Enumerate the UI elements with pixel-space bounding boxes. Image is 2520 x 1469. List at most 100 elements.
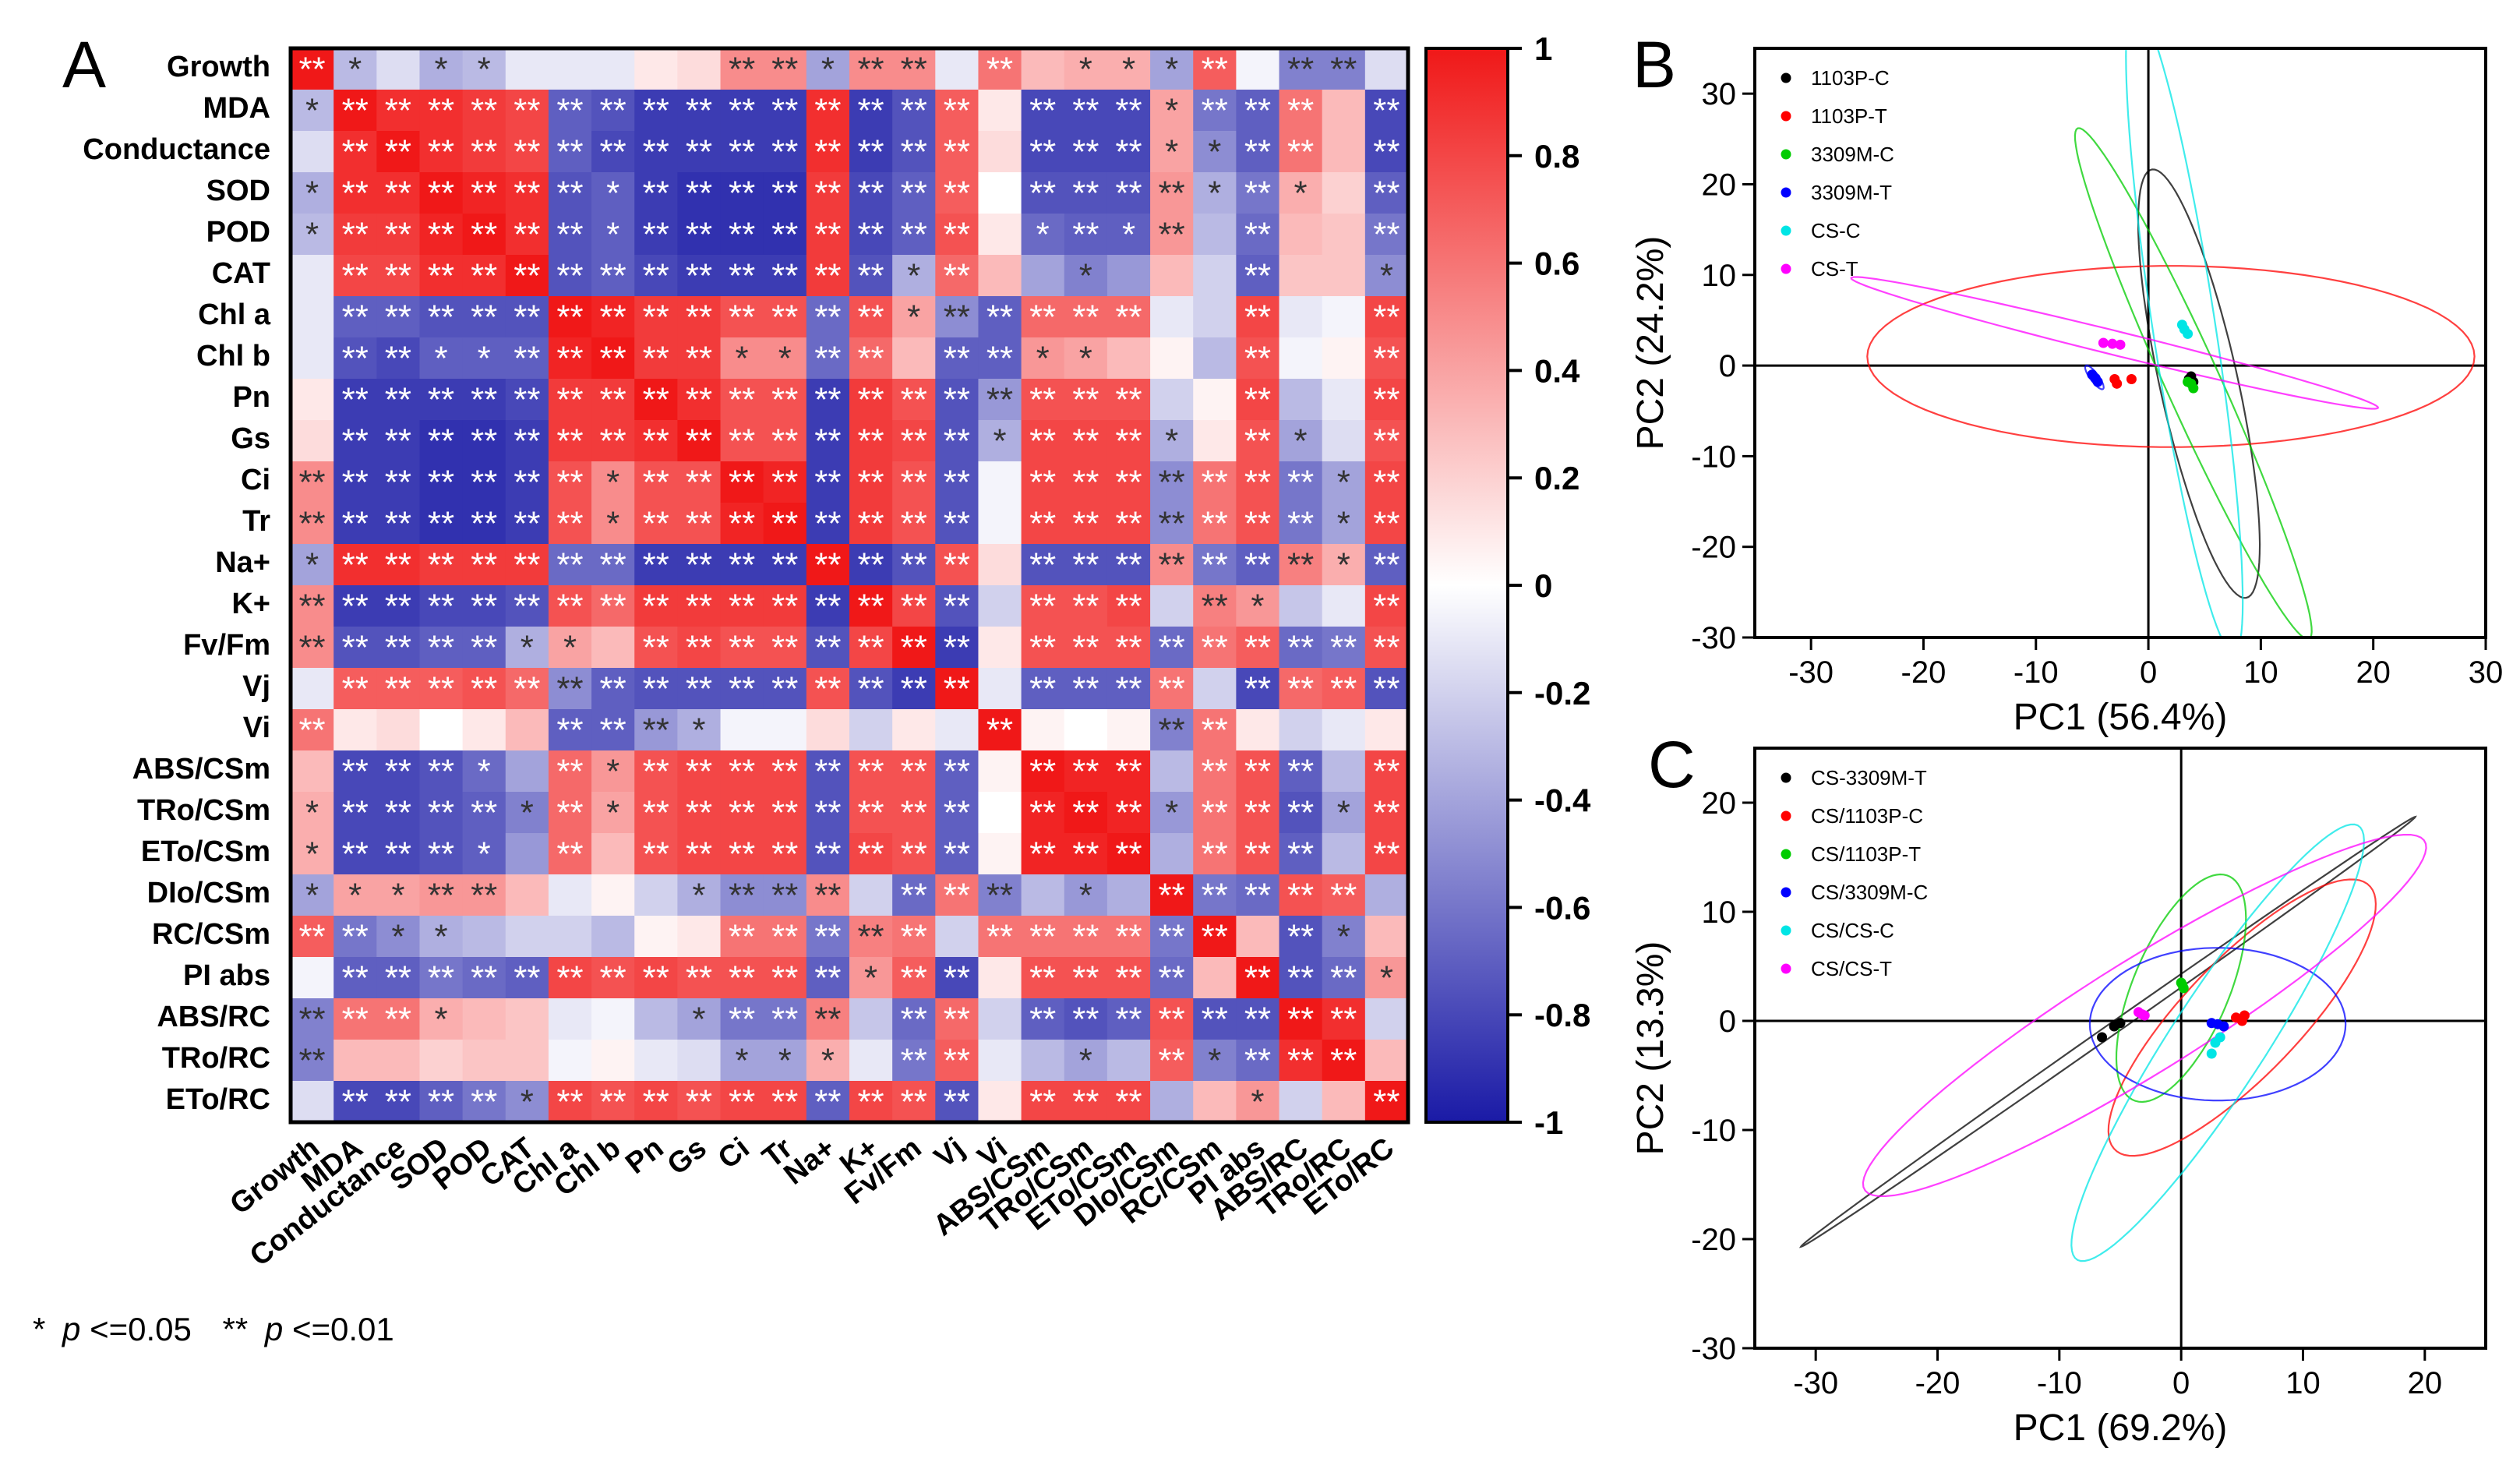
heatmap-cell	[1106, 131, 1151, 173]
legend-label: CS/CS-T	[1811, 957, 1892, 980]
significance-mark: **	[385, 380, 411, 418]
significance-mark: **	[1159, 504, 1185, 542]
x-tick-label: -10	[2014, 655, 2059, 690]
significance-mark: *	[478, 752, 491, 790]
significance-mark: **	[857, 91, 884, 129]
heatmap-cell	[376, 709, 420, 751]
significance-mark: **	[1287, 50, 1314, 88]
colorbar-tick-label: -0.2	[1534, 675, 1590, 712]
heatmap-cell	[1064, 668, 1108, 710]
heatmap-cell	[291, 296, 334, 338]
heatmap-cell	[462, 627, 506, 669]
significance-mark: **	[986, 711, 1013, 749]
significance-mark: **	[643, 298, 669, 336]
heatmap-cell	[763, 668, 807, 710]
heatmap-cell	[849, 296, 893, 338]
heatmap-cell	[548, 214, 592, 256]
heatmap-cell	[935, 1081, 979, 1123]
significance-mark: **	[556, 256, 583, 295]
significance-mark: **	[385, 91, 411, 129]
heatmap-cell	[291, 998, 334, 1040]
legend-label: 3309M-T	[1811, 181, 1892, 204]
legend-marker	[1781, 149, 1791, 160]
significance-mark: **	[600, 256, 626, 295]
heatmap-cell	[291, 957, 334, 999]
row-label: TRo/CSm	[137, 794, 270, 827]
heatmap-cell	[1150, 709, 1194, 751]
significance-mark: **	[814, 298, 841, 336]
heatmap-cell	[634, 833, 678, 875]
significance-mark: **	[600, 422, 626, 460]
significance-mark: **	[944, 546, 970, 584]
significance-mark: *	[391, 917, 404, 955]
significance-mark: **	[901, 422, 927, 460]
significance-mark: **	[514, 339, 540, 377]
significance-mark: **	[643, 463, 669, 501]
significance-mark: **	[428, 959, 454, 997]
heatmap-cell	[376, 296, 420, 338]
heatmap-cell	[677, 1081, 722, 1123]
colorbar-tick-label: 0.2	[1534, 460, 1579, 496]
significance-mark: **	[1115, 132, 1142, 171]
heatmap-cell	[1106, 255, 1151, 297]
heatmap-cell	[634, 957, 678, 999]
heatmap-cell	[548, 379, 592, 421]
significance-mark: *	[521, 1082, 534, 1121]
significance-mark: **	[600, 91, 626, 129]
confidence-ellipse	[2074, 127, 2313, 637]
heatmap-cell	[892, 503, 936, 545]
heatmap-cell	[334, 255, 377, 297]
significance-mark: **	[857, 50, 884, 88]
significance-mark: **	[771, 380, 798, 418]
heatmap-cell	[1364, 627, 1409, 669]
significance-mark: **	[1159, 711, 1185, 749]
heatmap-cell	[1364, 709, 1409, 751]
significance-mark: **	[1072, 835, 1099, 873]
significance-mark: **	[1115, 1000, 1142, 1038]
significance-mark: **	[1373, 504, 1399, 542]
heatmap-cell	[1279, 957, 1323, 999]
heatmap-cell	[978, 461, 1022, 503]
heatmap-cell	[334, 1040, 377, 1082]
significance-mark: **	[471, 256, 497, 295]
row-label: Ci	[241, 464, 270, 496]
data-point	[2112, 378, 2123, 389]
heatmap-cell	[419, 750, 464, 793]
heatmap-cell	[935, 255, 979, 297]
x-tick-label: -20	[1915, 1366, 1961, 1400]
significance-mark: **	[901, 504, 927, 542]
heatmap-cell	[1364, 916, 1409, 958]
heatmap-cell	[677, 792, 722, 834]
heatmap-cell	[978, 998, 1022, 1040]
significance-mark: **	[471, 215, 497, 253]
significance-mark: *	[1380, 256, 1393, 295]
heatmap-cell	[1193, 585, 1237, 627]
heatmap-cell	[1193, 998, 1237, 1040]
heatmap-cell	[720, 916, 764, 958]
significance-mark: **	[1115, 546, 1142, 584]
significance-mark: **	[1115, 835, 1142, 873]
heatmap-cell	[291, 337, 334, 380]
significance-mark: *	[1251, 1082, 1264, 1121]
significance-mark: **	[643, 587, 669, 625]
heatmap-cell	[677, 544, 722, 586]
heatmap-cell	[1106, 627, 1151, 669]
significance-mark: *	[736, 1041, 749, 1079]
significance-mark: **	[556, 380, 583, 418]
significance-mark: **	[814, 587, 841, 625]
heatmap-cell	[935, 48, 979, 90]
heatmap-cell	[1021, 544, 1065, 586]
heatmap-cell	[291, 750, 334, 793]
heatmap-cell	[1322, 709, 1366, 751]
row-label: K+	[231, 588, 270, 620]
significance-mark: **	[1029, 546, 1056, 584]
heatmap-cell	[720, 255, 764, 297]
heatmap-cell	[892, 131, 936, 173]
heatmap-cell	[376, 792, 420, 834]
significance-mark: **	[686, 504, 712, 542]
significance-mark: **	[1373, 298, 1399, 336]
heatmap-cell	[1322, 503, 1366, 545]
heatmap-cell	[634, 255, 678, 297]
row-label: Chl b	[196, 340, 270, 373]
heatmap-cell	[806, 503, 850, 545]
